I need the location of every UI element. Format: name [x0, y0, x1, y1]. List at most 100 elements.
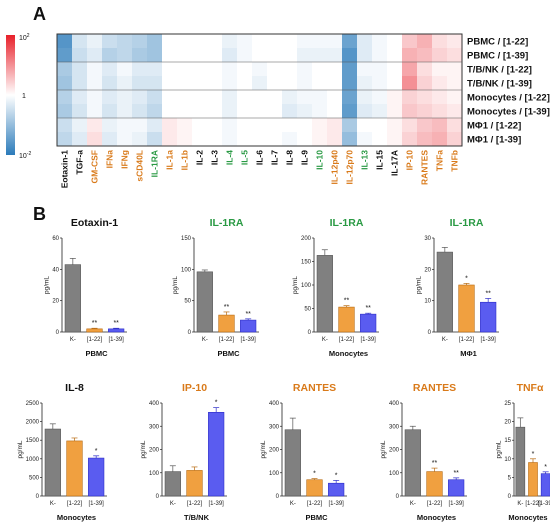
bar	[528, 462, 538, 497]
heatmap-cell	[237, 132, 253, 147]
y-tick-label: 400	[269, 401, 280, 407]
bar-chart-title: Eotaxin-1	[71, 217, 118, 229]
heatmap-cell	[207, 118, 223, 133]
bar	[480, 301, 497, 333]
heatmap-cell	[402, 118, 418, 133]
significance-marker: *	[532, 451, 535, 458]
y-tick-label: 0	[156, 494, 160, 500]
panel-label-b: B	[33, 204, 46, 224]
y-tick-label: 100	[301, 283, 312, 289]
heatmap-cell	[102, 104, 118, 119]
heatmap-cell	[192, 76, 208, 91]
heatmap-column-label: IL-7	[270, 150, 280, 165]
heatmap-cell	[147, 132, 163, 147]
bar-chart-title: RANTES	[293, 382, 336, 394]
heatmap-column-label: IL-15	[375, 150, 385, 170]
heatmap-cell	[417, 132, 433, 147]
x-tick-label: [1-39]	[360, 337, 376, 343]
bar-chart-title: IP-10	[182, 382, 207, 394]
heatmap-cell	[417, 76, 433, 91]
significance-marker: *	[544, 464, 547, 471]
heatmap-cell	[147, 34, 163, 49]
x-tick-label: [1-22]	[219, 337, 235, 343]
heatmap-cell	[117, 48, 133, 63]
x-tick-label: K-	[170, 501, 176, 507]
heatmap-column-label: TNFb	[450, 150, 460, 172]
x-tick-label: [1-39]	[328, 501, 344, 507]
bar	[218, 314, 235, 333]
heatmap-column-label: IL-3	[210, 150, 220, 165]
heatmap-cell	[147, 48, 163, 63]
y-tick-label: 200	[389, 448, 400, 454]
x-tick-label: [1-22]	[427, 501, 443, 507]
y-axis-label: pg/mL	[495, 440, 502, 458]
heatmap-cell	[252, 34, 268, 49]
heatmap-cell	[387, 90, 403, 105]
bar	[66, 440, 83, 497]
heatmap-cell	[102, 76, 118, 91]
heatmap-cell	[372, 62, 388, 77]
x-axis-label: MΦ1	[460, 349, 477, 358]
heatmap-cell	[282, 104, 298, 119]
heatmap-cell	[297, 62, 313, 77]
bar-chart: IL-1RA 0 50 100 150 200 pg/mL K- ** [1-22] ** [1-39…	[292, 217, 379, 358]
bar-chart-title: IL-1RA	[450, 217, 484, 229]
y-tick-label: 200	[149, 448, 160, 454]
heatmap-cell	[117, 118, 133, 133]
heatmap-cell	[117, 104, 133, 119]
y-axis-label: pg/mL	[43, 276, 50, 294]
heatmap-cell	[207, 76, 223, 91]
heatmap-cell	[267, 118, 283, 133]
heatmap-cell	[402, 62, 418, 77]
heatmap-cell	[177, 48, 193, 63]
heatmap-cell	[132, 76, 148, 91]
y-tick-label: 100	[181, 267, 192, 273]
heatmap-cell	[402, 48, 418, 63]
bar	[540, 473, 550, 497]
heatmap-cell	[192, 118, 208, 133]
y-tick-label: 60	[52, 236, 59, 242]
y-tick-label: 150	[181, 236, 192, 242]
bar	[328, 482, 345, 497]
y-tick-label: 10	[424, 299, 431, 305]
heatmap-cell	[147, 90, 163, 105]
heatmap-cell	[417, 90, 433, 105]
heatmap-cell	[357, 34, 373, 49]
bar-chart: IP-10 0 100 200 300 400 pg/mL K- [1-22] * [1-39] T/…	[140, 382, 227, 522]
heatmap-cell	[267, 132, 283, 147]
bar	[448, 479, 465, 497]
heatmap-cell	[447, 76, 463, 91]
heatmap-cell	[447, 104, 463, 119]
heatmap-cell	[147, 76, 163, 91]
heatmap-cell	[252, 76, 268, 91]
heatmap-cell	[342, 48, 358, 63]
heatmap-cell	[432, 132, 448, 147]
x-tick-label: [1-22]	[87, 337, 103, 343]
heatmap-cell	[372, 132, 388, 147]
heatmap-cell	[177, 90, 193, 105]
heatmap-cell	[432, 62, 448, 77]
heatmap-cell	[402, 132, 418, 147]
heatmap-cell	[342, 34, 358, 49]
heatmap-column-label: IL-17A	[390, 150, 400, 176]
bar-chart: IL-8 0 500 1000 1500 2000 2500 pg/mL K- [1-22] * [1…	[17, 382, 107, 522]
heatmap-cell	[222, 48, 238, 63]
y-tick-label: 1000	[26, 457, 40, 463]
heatmap-cell	[327, 104, 343, 119]
heatmap-cell	[327, 118, 343, 133]
bar	[186, 470, 203, 497]
bar	[86, 328, 103, 333]
y-tick-label: 100	[269, 471, 280, 477]
heatmap-cell	[417, 104, 433, 119]
y-tick-label: 100	[149, 471, 160, 477]
x-tick-label: [1-39]	[480, 337, 496, 343]
heatmap-cell	[447, 48, 463, 63]
x-axis-label: PBMC	[85, 349, 108, 358]
heatmap-row-label: Monocytes / [1-39]	[467, 107, 550, 118]
y-tick-label: 20	[424, 267, 431, 273]
heatmap-cell	[87, 34, 103, 49]
significance-marker: *	[95, 448, 98, 455]
x-tick-label: [1-39]	[88, 501, 104, 507]
heatmap-cell	[387, 48, 403, 63]
